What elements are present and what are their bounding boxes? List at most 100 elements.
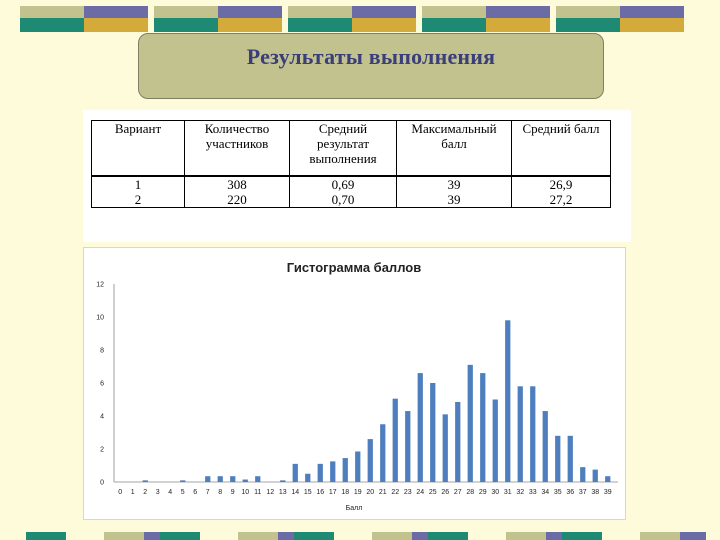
histogram-bar xyxy=(342,458,348,482)
decorative-tile xyxy=(218,6,282,18)
histogram-bar xyxy=(142,480,148,482)
x-tick-label: 22 xyxy=(391,489,399,496)
cell-participants: 308 xyxy=(184,176,290,192)
x-tick-label: 31 xyxy=(504,489,512,496)
y-tick-label: 2 xyxy=(100,447,104,454)
decorative-tile xyxy=(218,18,282,32)
table-header-row: Вариант Количество участников Средний ре… xyxy=(91,120,611,177)
decorative-tile xyxy=(506,532,546,540)
x-tick-label: 21 xyxy=(379,489,387,496)
decorative-tile xyxy=(562,532,602,540)
decorative-tile xyxy=(20,18,84,32)
histogram-bar xyxy=(542,411,548,482)
x-tick-label: 7 xyxy=(206,489,210,496)
decorative-tile xyxy=(428,532,468,540)
x-tick-label: 12 xyxy=(266,489,274,496)
decorative-tile xyxy=(640,532,680,540)
cell-variant: 2 xyxy=(91,192,185,208)
table-row: 1 308 0,69 39 26,9 xyxy=(91,176,611,192)
header-avg-result: Средний результат выполнения xyxy=(289,120,397,177)
x-tick-label: 24 xyxy=(416,489,424,496)
decorative-tile xyxy=(294,532,334,540)
x-tick-label: 32 xyxy=(516,489,524,496)
histogram-bar xyxy=(255,476,261,482)
x-tick-label: 9 xyxy=(231,489,235,496)
x-tick-label: 29 xyxy=(479,489,487,496)
histogram-bar xyxy=(392,398,398,482)
cell-avg-score: 27,2 xyxy=(511,192,611,208)
table-row: 2 220 0,70 39 27,2 xyxy=(91,192,611,208)
cell-variant: 1 xyxy=(91,176,185,192)
x-tick-label: 1 xyxy=(131,489,135,496)
x-tick-label: 30 xyxy=(491,489,499,496)
x-tick-label: 26 xyxy=(441,489,449,496)
decorative-tile xyxy=(288,6,352,18)
header-max-score: Максимальный балл xyxy=(396,120,512,177)
histogram-bar xyxy=(242,479,248,482)
decorative-tile xyxy=(160,532,200,540)
histogram-bar xyxy=(505,320,511,482)
histogram-bar xyxy=(467,364,473,482)
histogram-bar xyxy=(592,469,598,482)
x-tick-label: 5 xyxy=(181,489,185,496)
decorative-tile xyxy=(278,532,304,540)
cell-max-score: 39 xyxy=(396,176,512,192)
decorative-tile xyxy=(238,532,278,540)
decorative-tile xyxy=(154,18,218,32)
histogram-bar xyxy=(380,424,386,482)
cell-max-score: 39 xyxy=(396,192,512,208)
decorative-tile xyxy=(84,18,148,32)
x-tick-label: 39 xyxy=(604,489,612,496)
x-tick-label: 34 xyxy=(541,489,549,496)
histogram-bar xyxy=(442,414,448,482)
decorative-tile xyxy=(84,6,148,18)
x-axis-label: Балл xyxy=(346,505,363,512)
slide-title-box: Результаты выполнения xyxy=(138,33,604,99)
x-tick-label: 8 xyxy=(218,489,222,496)
x-tick-label: 20 xyxy=(366,489,374,496)
decorative-tile xyxy=(556,6,620,18)
x-tick-label: 37 xyxy=(579,489,587,496)
histogram-bar xyxy=(567,435,573,482)
decorative-tile xyxy=(412,532,438,540)
decorative-tile xyxy=(104,532,144,540)
histogram-bar xyxy=(292,463,298,482)
chart-title: Гистограмма баллов xyxy=(287,260,421,275)
y-tick-label: 10 xyxy=(96,315,104,322)
histogram-bar xyxy=(430,383,436,482)
x-tick-label: 15 xyxy=(304,489,312,496)
decorative-tile xyxy=(620,18,684,32)
x-tick-label: 36 xyxy=(566,489,574,496)
decorative-tile xyxy=(680,532,706,540)
histogram-bar xyxy=(330,461,336,482)
histogram-bar xyxy=(280,480,286,482)
decorative-tile xyxy=(620,6,684,18)
decorative-tile xyxy=(154,6,218,18)
decorative-tile xyxy=(486,6,550,18)
decorative-tile xyxy=(26,532,66,540)
y-tick-label: 0 xyxy=(100,480,104,487)
header-participants: Количество участников xyxy=(184,120,290,177)
x-tick-label: 28 xyxy=(466,489,474,496)
histogram-bar xyxy=(492,399,498,482)
decorative-tile xyxy=(352,18,416,32)
decorative-tile xyxy=(372,532,412,540)
histogram-bar xyxy=(205,476,211,482)
x-tick-label: 13 xyxy=(279,489,287,496)
x-tick-label: 4 xyxy=(168,489,172,496)
x-tick-label: 6 xyxy=(193,489,197,496)
decorative-tile xyxy=(144,532,170,540)
results-table-panel: Вариант Количество участников Средний ре… xyxy=(83,110,631,242)
x-tick-label: 25 xyxy=(429,489,437,496)
header-variant: Вариант xyxy=(91,120,185,177)
x-tick-label: 0 xyxy=(118,489,122,496)
cell-participants: 220 xyxy=(184,192,290,208)
decorative-tile xyxy=(556,18,620,32)
x-tick-label: 11 xyxy=(254,489,261,496)
x-tick-label: 14 xyxy=(291,489,299,496)
histogram-bar xyxy=(217,476,223,482)
histogram-bar xyxy=(580,467,586,482)
y-tick-label: 4 xyxy=(100,414,104,421)
x-tick-label: 16 xyxy=(316,489,324,496)
